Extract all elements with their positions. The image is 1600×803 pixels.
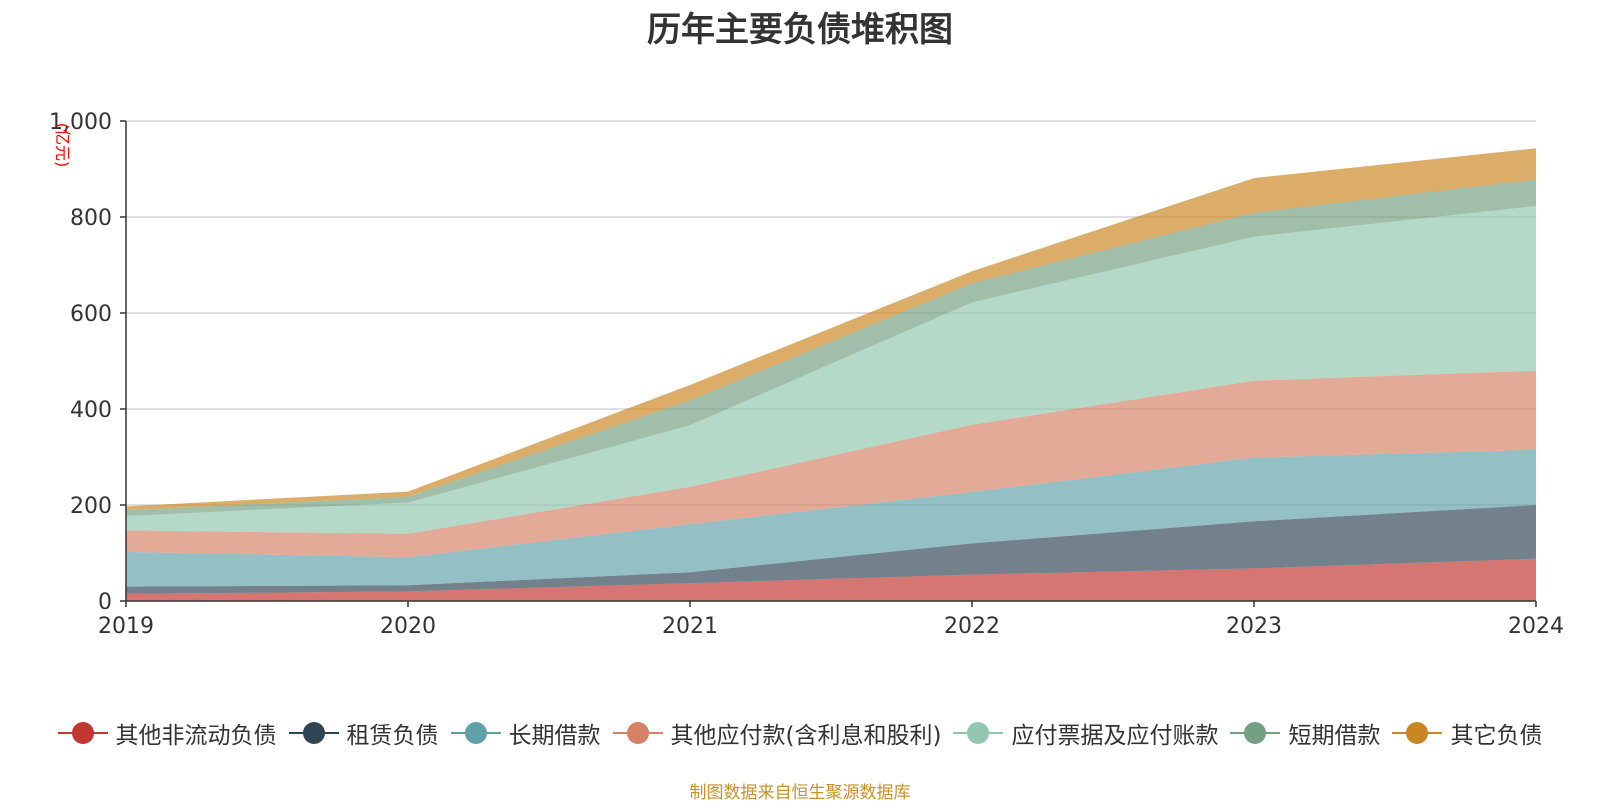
legend-item[interactable]: 短期借款: [1230, 716, 1380, 750]
legend-label: 其他非流动负债: [115, 723, 277, 749]
chart-title: 历年主要负债堆积图: [647, 10, 953, 50]
area-series-2: [126, 505, 1536, 594]
legend-label: 应付票据及应付账款: [1011, 723, 1219, 749]
legend-marker: [1392, 720, 1443, 746]
y-tick-label: 400: [70, 398, 112, 423]
legend-label: 长期借款: [508, 723, 601, 749]
x-tick-label: 2024: [1508, 614, 1564, 639]
legend-item[interactable]: 租赁负债: [288, 716, 439, 750]
legend-item[interactable]: 应付票据及应付账款: [953, 716, 1218, 750]
y-tick-label: 600: [70, 302, 112, 327]
area-series-5: [126, 206, 1536, 534]
legend-label: 短期借款: [1288, 723, 1381, 749]
legend-item[interactable]: 长期借款: [450, 716, 601, 750]
y-axis-label: (亿元): [53, 123, 72, 168]
x-tick-label: 2021: [662, 614, 718, 639]
legend: 其他非流动负债 租赁负债 长期借款 其他应付款(含利息和股利) 应付票据及应付账款 短期借…: [0, 716, 1600, 750]
x-tick-label: 2022: [944, 614, 1000, 639]
area-series-1: [126, 558, 1536, 601]
area-series-4: [126, 370, 1536, 558]
y-tick-label: 800: [70, 206, 112, 231]
area-series: [126, 148, 1536, 601]
area-series-3: [126, 449, 1536, 587]
legend-marker: [1230, 720, 1281, 746]
legend-label: 其它负债: [1450, 723, 1543, 749]
legend-item[interactable]: 其他应付款(含利息和股利): [612, 716, 942, 750]
legend-marker: [450, 720, 501, 746]
legend-label: 其他应付款(含利息和股利): [670, 723, 942, 749]
x-tick-label: 2020: [380, 614, 436, 639]
axes: 0 200 400 600 800 1,000 2019 2020 2021 2022 2023 20…: [49, 110, 1564, 639]
area-series-6: [126, 179, 1536, 516]
x-tick-label: 2019: [98, 614, 154, 639]
legend-label: 租赁负债: [346, 723, 439, 749]
legend-marker: [612, 720, 663, 746]
x-tick-label: 2023: [1226, 614, 1282, 639]
legend-marker: [288, 720, 339, 746]
y-tick-label: 1,000: [49, 110, 112, 135]
legend-marker: [57, 720, 108, 746]
legend-item[interactable]: 其它负债: [1392, 716, 1542, 750]
source-note: 制图数据来自恒生聚源数据库: [689, 783, 911, 803]
y-tick-label: 0: [98, 590, 112, 615]
legend-marker: [953, 720, 1004, 746]
y-tick-label: 200: [70, 494, 112, 519]
area-series-7: [126, 148, 1536, 511]
legend-item[interactable]: 其他非流动负债: [57, 716, 277, 750]
